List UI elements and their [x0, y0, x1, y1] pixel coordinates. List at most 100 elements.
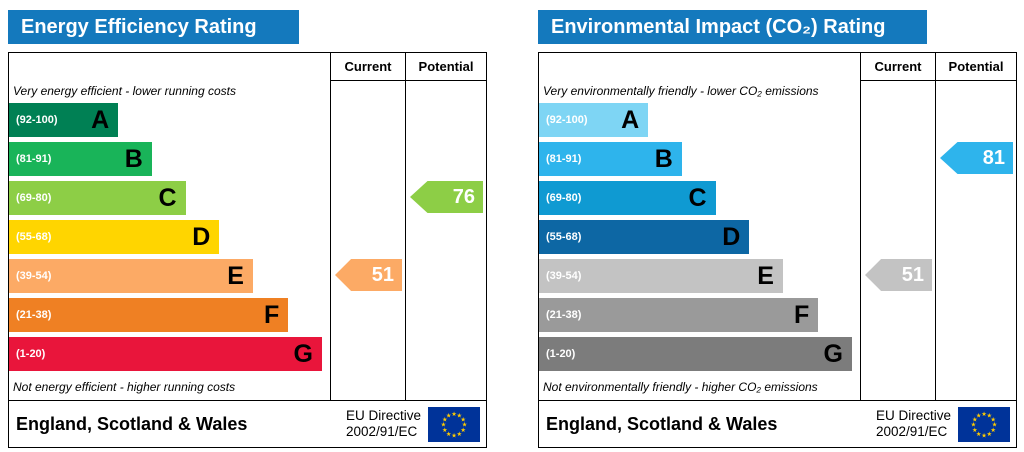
- eu-flag-stars: ★ ★★★★★★★★★★★: [971, 411, 998, 439]
- svg-text:★: ★: [971, 421, 977, 428]
- band-row-f: (21-38) F: [539, 298, 860, 332]
- current-rating-value: 51: [371, 263, 394, 286]
- svg-text:★: ★: [992, 421, 998, 428]
- current-rating-value: 51: [901, 263, 924, 286]
- eu-flag-icon: ★ ★★★★★★★★★★★: [958, 406, 1010, 442]
- svg-text:★: ★: [446, 430, 452, 437]
- chart-footer: England, Scotland & Wales EU Directive 2…: [9, 400, 486, 447]
- potential-rating-arrow: 76: [410, 181, 483, 213]
- band-letter: A: [621, 105, 640, 134]
- band-bar-e: (39-54) E: [539, 259, 783, 293]
- top-note: Very environmentally friendly - lower CO…: [543, 84, 819, 98]
- eu-directive-label: EU Directive 2002/91/EC: [876, 408, 951, 440]
- svg-text:★: ★: [976, 430, 982, 437]
- environmental-band-column: Very environmentally friendly - lower CO…: [539, 53, 860, 400]
- band-row-f: (21-38) F: [9, 298, 330, 332]
- region-label: England, Scotland & Wales: [546, 413, 778, 434]
- band-row-d: (55-68) D: [9, 220, 330, 254]
- environmental-chart-box: Very environmentally friendly - lower CO…: [538, 52, 1017, 448]
- energy-chart-box: Very energy efficient - lower running co…: [8, 52, 487, 448]
- band-range: (92-100): [546, 114, 588, 126]
- current-column-body: 51: [861, 81, 935, 400]
- energy-chart-main: Very energy efficient - lower running co…: [9, 53, 486, 400]
- band-bar-a: (92-100) A: [9, 103, 119, 137]
- eu-flag-field: [428, 406, 480, 442]
- band-bar-f: (21-38) F: [539, 298, 819, 332]
- band-row-b: (81-91) B: [9, 142, 330, 176]
- svg-text:★: ★: [446, 412, 452, 419]
- svg-text:★: ★: [442, 416, 448, 423]
- svg-text:★: ★: [451, 432, 457, 439]
- band-bar-b: (81-91) B: [9, 142, 152, 176]
- band-letter: C: [158, 183, 177, 212]
- header-spacer: [539, 53, 860, 81]
- svg-text:★: ★: [972, 427, 978, 434]
- region-label: England, Scotland & Wales: [16, 413, 248, 434]
- potential-rating-arrow: 81: [940, 142, 1013, 174]
- svg-text:★: ★: [456, 412, 462, 419]
- band-letter: C: [688, 183, 707, 212]
- band-range: (39-54): [546, 270, 582, 282]
- energy-efficiency-panel: Energy Efficiency Rating Very energy eff…: [8, 10, 487, 448]
- svg-text:★: ★: [462, 421, 468, 428]
- energy-chart-title: Energy Efficiency Rating: [8, 10, 299, 44]
- environmental-chart-title: Environmental Impact (CO₂) Rating: [538, 10, 928, 44]
- potential-column-body: 76: [406, 81, 486, 400]
- band-range: (81-91): [16, 153, 52, 165]
- band-row-a: (92-100) A: [539, 103, 860, 137]
- potential-column-header: Potential: [406, 53, 486, 81]
- band-letter: A: [91, 105, 110, 134]
- band-row-a: (92-100) A: [9, 103, 330, 137]
- eu-flag-field: [958, 406, 1010, 442]
- current-column-body: 51: [331, 81, 405, 400]
- svg-text:★: ★: [986, 412, 992, 419]
- band-range: (1-20): [546, 348, 576, 360]
- header-spacer: [9, 53, 330, 81]
- potential-column: Potential 81: [935, 53, 1016, 400]
- top-note: Very energy efficient - lower running co…: [13, 84, 236, 98]
- band-letter: G: [823, 339, 843, 368]
- environmental-impact-panel: Environmental Impact (CO₂) Rating Very e…: [538, 10, 1017, 448]
- band-bar-b: (81-91) B: [539, 142, 682, 176]
- energy-band-column: Very energy efficient - lower running co…: [9, 53, 330, 400]
- band-bar-g: (1-20) G: [539, 337, 852, 371]
- band-bar-a: (92-100) A: [539, 103, 649, 137]
- band-letter: D: [722, 222, 741, 251]
- potential-rating-value: 81: [982, 146, 1005, 169]
- band-range: (81-91): [546, 153, 582, 165]
- eu-directive-label: EU Directive 2002/91/EC: [346, 408, 421, 440]
- band-bar-c: (69-80) C: [539, 181, 716, 215]
- eu-directive-line1: EU Directive: [875, 408, 951, 424]
- band-range: (1-20): [16, 348, 46, 360]
- potential-column-body: 81: [936, 81, 1016, 400]
- svg-text:★: ★: [451, 411, 457, 418]
- potential-column-header: Potential: [936, 53, 1016, 81]
- current-rating-arrow: 51: [865, 259, 932, 291]
- band-row-c: (69-80) C: [9, 181, 330, 215]
- band-row-g: (1-20) G: [9, 337, 330, 371]
- potential-column: Potential 76: [405, 53, 486, 400]
- bottom-note: Not energy efficient - higher running co…: [13, 380, 236, 394]
- band-letter: E: [757, 261, 774, 290]
- band-range: (69-80): [16, 192, 52, 204]
- svg-text:★: ★: [441, 421, 447, 428]
- environmental-chart-main: Very environmentally friendly - lower CO…: [539, 53, 1016, 400]
- chart-footer: England, Scotland & Wales EU Directive 2…: [539, 400, 1016, 447]
- svg-text:★: ★: [976, 412, 982, 419]
- band-letter: E: [227, 261, 244, 290]
- band-letter: F: [263, 300, 280, 329]
- current-column-header: Current: [331, 53, 405, 81]
- band-bar-d: (55-68) D: [539, 220, 750, 254]
- band-range: (92-100): [16, 114, 58, 126]
- band-range: (21-38): [546, 309, 582, 321]
- svg-text:★: ★: [981, 432, 987, 439]
- current-column-header: Current: [861, 53, 935, 81]
- svg-text:★: ★: [986, 430, 992, 437]
- current-column: Current 51: [860, 53, 935, 400]
- potential-rating-value: 76: [452, 185, 475, 208]
- band-bar-c: (69-80) C: [9, 181, 186, 215]
- band-letter: D: [192, 222, 211, 251]
- eu-directive-line1: EU Directive: [345, 408, 421, 424]
- band-range: (55-68): [16, 231, 52, 243]
